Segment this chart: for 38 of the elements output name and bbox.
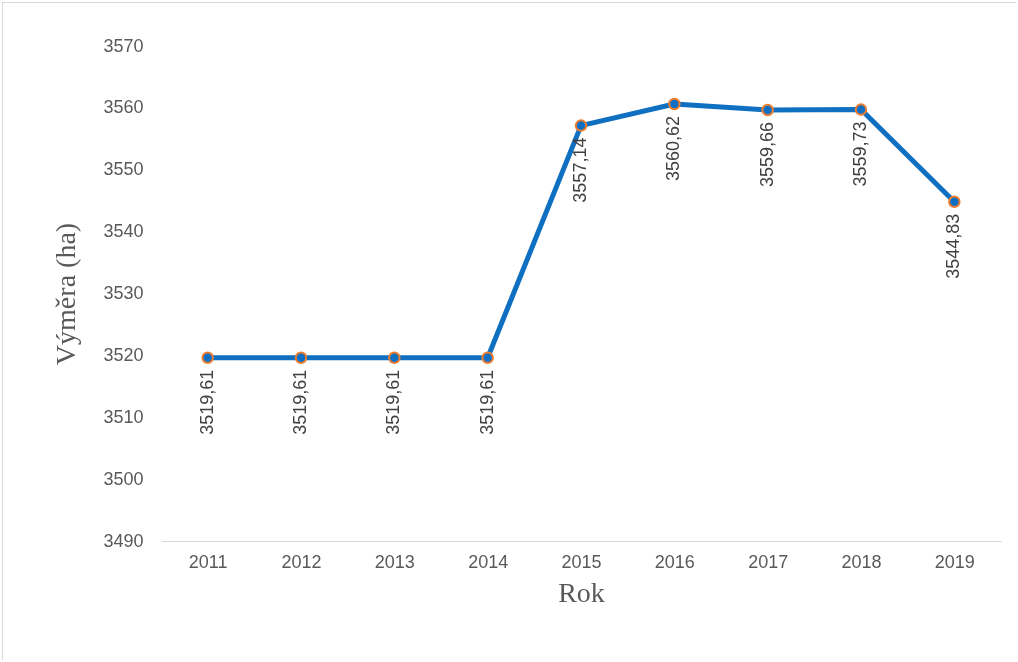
point	[388, 351, 401, 365]
y-tick-label: 3530	[103, 283, 144, 303]
x-tick-label: 2018	[841, 551, 882, 572]
point	[761, 103, 774, 117]
data-label: 3560,62	[663, 116, 684, 182]
data-label: 3544,83	[943, 213, 964, 279]
y-tick-label: 3490	[103, 530, 144, 551]
x-tick-label: 2015	[561, 551, 602, 572]
x-axis-title: Rok	[558, 576, 605, 608]
data-label: 3519,61	[290, 369, 310, 435]
point	[854, 103, 868, 116]
x-tick-label: 2012	[281, 551, 322, 572]
y-tick-label: 3570	[103, 35, 144, 56]
point	[294, 351, 308, 365]
y-tick-label: 3500	[103, 468, 144, 489]
y-axis-title: Výměra (ha)	[50, 222, 82, 366]
point	[481, 351, 494, 365]
x-tick-label: 2016	[654, 551, 695, 572]
x-tick-label: 2011	[188, 551, 228, 572]
x-tick-label: 2019	[934, 551, 975, 572]
data-label: 3519,61	[196, 369, 217, 435]
point	[201, 351, 214, 365]
y-tick-label: 3520	[103, 344, 144, 365]
y-tick-label: 3560	[103, 97, 144, 118]
y-tick-label: 3550	[103, 159, 144, 180]
data-label: 3519,61	[476, 369, 497, 435]
y-tick-label: 3510	[103, 406, 144, 427]
x-tick-label: 2014	[468, 551, 509, 572]
point	[668, 97, 681, 111]
data-label: 3557,14	[570, 137, 590, 203]
point	[574, 119, 588, 132]
x-tick-label: 2017	[748, 551, 789, 572]
x-tick-label: 2013	[374, 551, 415, 572]
data-label: 3519,61	[383, 369, 404, 435]
point	[948, 195, 961, 208]
y-tick-label: 3540	[103, 221, 144, 242]
data-label: 3559,66	[756, 121, 777, 188]
data-label: 3559,73	[850, 121, 870, 187]
